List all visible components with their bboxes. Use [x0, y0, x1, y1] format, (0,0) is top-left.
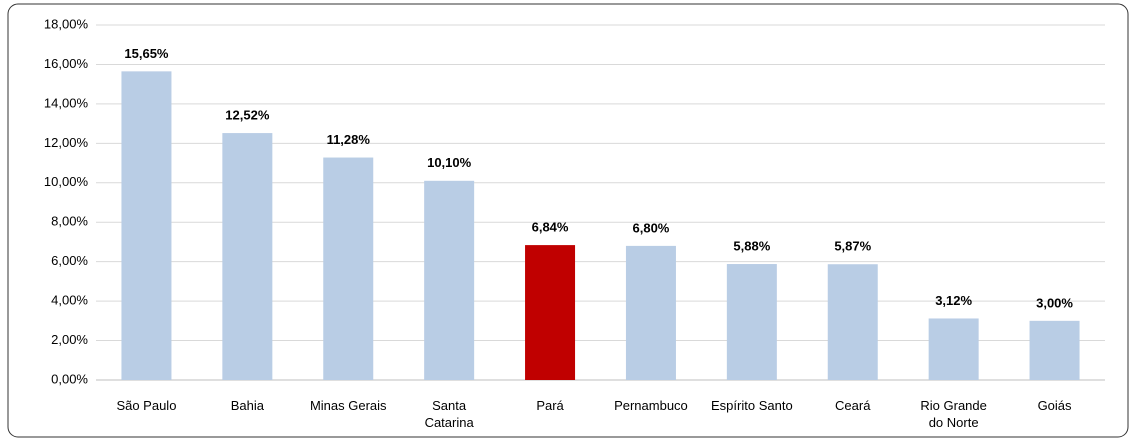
x-tick-label: Santa Catarina [424, 398, 474, 430]
value-label: 6,84% [532, 220, 569, 235]
y-tick-label: 0,00% [51, 371, 88, 386]
x-tick-label: Rio Grande do Norte [920, 398, 987, 430]
value-label: 5,88% [733, 238, 770, 253]
bar [827, 264, 878, 380]
x-tick-label: Bahia [230, 398, 264, 413]
value-label: 15,65% [124, 46, 169, 61]
value-label: 10,10% [427, 155, 472, 170]
bar [1029, 320, 1080, 380]
x-tick-label: São Paulo [116, 398, 177, 413]
bar [625, 245, 676, 380]
x-tick-label: Pernambuco [614, 398, 688, 413]
y-tick-label: 6,00% [51, 253, 88, 268]
x-tick-label: Goiás [1037, 398, 1072, 413]
y-tick-label: 2,00% [51, 332, 88, 347]
value-label: 6,80% [633, 220, 670, 235]
value-label: 3,00% [1036, 295, 1073, 310]
y-tick-label: 10,00% [44, 174, 89, 189]
value-label: 11,28% [327, 132, 371, 147]
bar [121, 71, 172, 380]
y-tick-label: 12,00% [44, 135, 89, 150]
x-tick-label: Ceará [835, 398, 871, 413]
bar [424, 180, 475, 380]
y-tick-label: 18,00% [44, 16, 89, 31]
bar [928, 318, 979, 380]
bar [525, 245, 576, 380]
value-label: 5,87% [834, 239, 871, 254]
x-tick-label: Espírito Santo [711, 398, 793, 413]
bar [222, 133, 273, 380]
y-tick-label: 4,00% [51, 293, 88, 308]
y-tick-label: 16,00% [44, 56, 89, 71]
y-tick-label: 8,00% [51, 214, 88, 229]
value-label: 12,52% [225, 108, 270, 123]
x-tick-label: Minas Gerais [309, 398, 387, 413]
bar [323, 157, 374, 380]
x-tick-label: Pará [536, 398, 564, 413]
bar [726, 264, 777, 380]
value-label: 3,12% [935, 293, 972, 308]
y-tick-label: 14,00% [44, 95, 89, 110]
